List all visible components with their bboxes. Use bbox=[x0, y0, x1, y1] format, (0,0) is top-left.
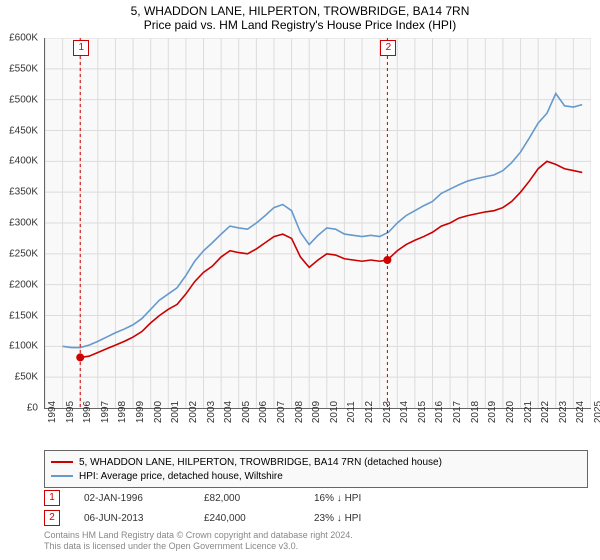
x-tick-label: 2002 bbox=[188, 401, 199, 423]
x-tick-label: 1997 bbox=[100, 401, 111, 423]
transaction-price: £240,000 bbox=[204, 513, 314, 524]
y-tick-label: £300K bbox=[9, 218, 38, 229]
marker-dot bbox=[384, 257, 391, 264]
chart-container: 5, WHADDON LANE, HILPERTON, TROWBRIDGE, … bbox=[0, 0, 600, 560]
y-tick-label: £200K bbox=[9, 279, 38, 290]
x-tick-label: 2010 bbox=[329, 401, 340, 423]
x-tick-label: 2025 bbox=[593, 401, 600, 423]
legend-swatch bbox=[51, 475, 73, 477]
transaction-date: 06-JUN-2013 bbox=[84, 513, 204, 524]
plot-svg bbox=[45, 38, 591, 408]
transaction-number: 1 bbox=[44, 490, 60, 506]
x-tick-label: 2009 bbox=[311, 401, 322, 423]
transaction-row: 1 02-JAN-1996£82,00016% ↓ HPI bbox=[44, 490, 574, 506]
x-tick-label: 2020 bbox=[505, 401, 516, 423]
legend-swatch bbox=[51, 461, 73, 463]
legend-row: 5, WHADDON LANE, HILPERTON, TROWBRIDGE, … bbox=[51, 455, 581, 469]
legend: 5, WHADDON LANE, HILPERTON, TROWBRIDGE, … bbox=[44, 450, 588, 488]
y-tick-label: £600K bbox=[9, 33, 38, 44]
x-tick-label: 2019 bbox=[487, 401, 498, 423]
x-tick-label: 2003 bbox=[206, 401, 217, 423]
transaction-pct: 23% ↓ HPI bbox=[314, 513, 394, 524]
y-axis-labels: £0£50K£100K£150K£200K£250K£300K£350K£400… bbox=[0, 38, 42, 408]
y-tick-label: £150K bbox=[9, 310, 38, 321]
footer-line1: Contains HM Land Registry data © Crown c… bbox=[44, 530, 574, 541]
x-tick-label: 2007 bbox=[276, 401, 287, 423]
chart-title-address: 5, WHADDON LANE, HILPERTON, TROWBRIDGE, … bbox=[0, 0, 600, 18]
legend-label: 5, WHADDON LANE, HILPERTON, TROWBRIDGE, … bbox=[79, 457, 442, 468]
x-tick-label: 2023 bbox=[558, 401, 569, 423]
x-tick-label: 2001 bbox=[170, 401, 181, 423]
y-tick-label: £350K bbox=[9, 187, 38, 198]
transaction-price: £82,000 bbox=[204, 493, 314, 504]
x-tick-label: 2012 bbox=[364, 401, 375, 423]
y-tick-label: £500K bbox=[9, 94, 38, 105]
x-tick-label: 2004 bbox=[223, 401, 234, 423]
x-tick-label: 2013 bbox=[382, 401, 393, 423]
x-tick-label: 2006 bbox=[258, 401, 269, 423]
plot-area: 12 bbox=[44, 38, 591, 409]
footer-attribution: Contains HM Land Registry data © Crown c… bbox=[44, 530, 574, 553]
y-tick-label: £0 bbox=[27, 403, 38, 414]
series-hpi bbox=[63, 94, 583, 348]
x-tick-label: 2005 bbox=[241, 401, 252, 423]
y-tick-label: £50K bbox=[15, 372, 38, 383]
y-tick-label: £550K bbox=[9, 63, 38, 74]
transaction-row: 2 06-JUN-2013£240,00023% ↓ HPI bbox=[44, 510, 574, 526]
x-tick-label: 2015 bbox=[417, 401, 428, 423]
marker-label: 2 bbox=[380, 40, 396, 56]
x-axis-labels: 1994199519961997199819992000200120022003… bbox=[44, 410, 590, 450]
marker-dot bbox=[77, 354, 84, 361]
x-tick-label: 1999 bbox=[135, 401, 146, 423]
y-tick-label: £450K bbox=[9, 125, 38, 136]
x-tick-label: 2017 bbox=[452, 401, 463, 423]
transactions-table: 1 02-JAN-1996£82,00016% ↓ HPI 2 06-JUN-2013… bbox=[44, 490, 574, 530]
footer-line2: This data is licensed under the Open Gov… bbox=[44, 541, 574, 552]
x-tick-label: 1998 bbox=[117, 401, 128, 423]
transaction-pct: 16% ↓ HPI bbox=[314, 493, 394, 504]
x-tick-label: 2024 bbox=[575, 401, 586, 423]
x-tick-label: 2000 bbox=[153, 401, 164, 423]
x-tick-label: 2008 bbox=[294, 401, 305, 423]
legend-row: HPI: Average price, detached house, Wilt… bbox=[51, 469, 581, 483]
x-tick-label: 2014 bbox=[399, 401, 410, 423]
chart-title-subtitle: Price paid vs. HM Land Registry's House … bbox=[0, 18, 600, 36]
transaction-number: 2 bbox=[44, 510, 60, 526]
marker-label: 1 bbox=[73, 40, 89, 56]
x-tick-label: 1996 bbox=[82, 401, 93, 423]
x-tick-label: 2016 bbox=[434, 401, 445, 423]
x-tick-label: 2021 bbox=[523, 401, 534, 423]
x-tick-label: 2018 bbox=[470, 401, 481, 423]
y-tick-label: £100K bbox=[9, 341, 38, 352]
y-tick-label: £250K bbox=[9, 248, 38, 259]
transaction-date: 02-JAN-1996 bbox=[84, 493, 204, 504]
x-tick-label: 2011 bbox=[346, 401, 357, 423]
x-tick-label: 2022 bbox=[540, 401, 551, 423]
legend-label: HPI: Average price, detached house, Wilt… bbox=[79, 471, 283, 482]
series-property bbox=[80, 161, 582, 357]
y-tick-label: £400K bbox=[9, 156, 38, 167]
x-tick-label: 1994 bbox=[47, 401, 58, 423]
x-tick-label: 1995 bbox=[65, 401, 76, 423]
